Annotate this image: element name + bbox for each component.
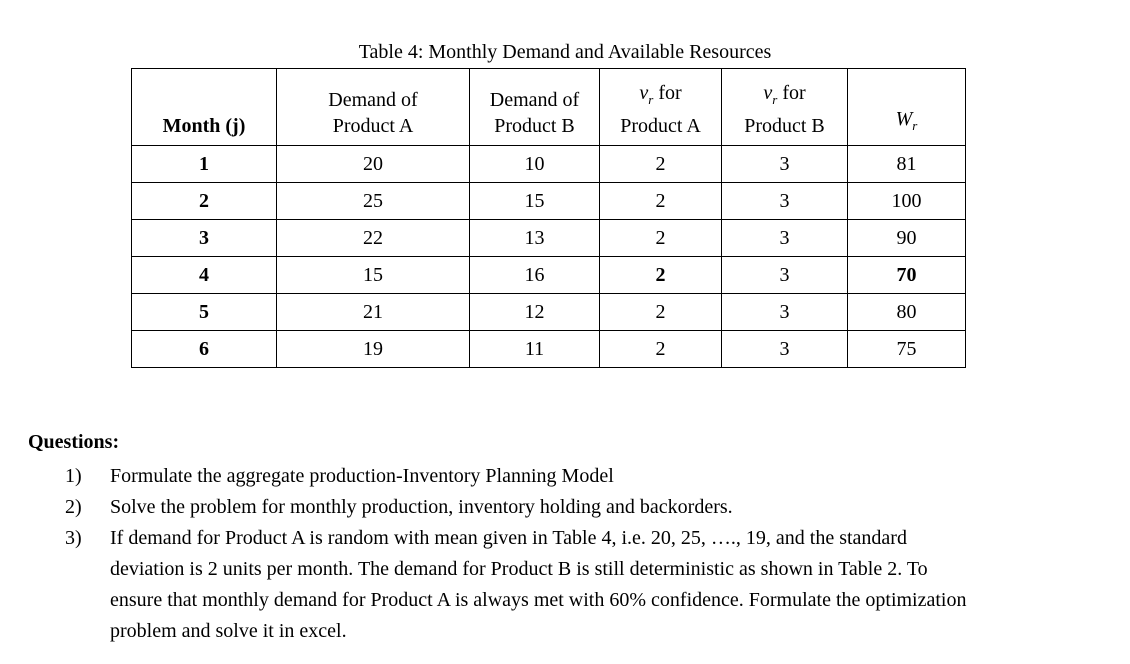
col-header-line: Product B	[744, 115, 825, 137]
col-header-text: for	[777, 82, 806, 104]
question-item-2: 2) Solve the problem for monthly product…	[28, 492, 966, 523]
table-cell-demand_b: 13	[469, 219, 600, 257]
table-cell-month: 5	[131, 293, 277, 331]
table-header-row: Month (j) Demand of Product A Demand of …	[131, 68, 966, 146]
question-number: 3)	[65, 527, 82, 549]
table-cell-wr: 81	[847, 145, 966, 183]
table-cell-demand_b: 15	[469, 182, 600, 220]
question-text: Formulate the aggregate production-Inven…	[110, 465, 614, 487]
table-cell-demand_a: 22	[276, 219, 470, 257]
col-header-line: vr for	[602, 80, 719, 113]
table-cell-vr_a: 2	[599, 293, 722, 331]
math-subscript: r	[648, 92, 654, 107]
table-row: 5 21 12 2 3 80	[131, 293, 966, 331]
question-item-3: 3) If demand for Product A is random wit…	[28, 523, 966, 647]
math-subscript: r	[772, 92, 778, 107]
question-text: Solve the problem for monthly production…	[110, 496, 733, 518]
question-number: 2)	[65, 496, 82, 518]
col-header-month: Month (j)	[131, 68, 277, 146]
math-subscript: r	[912, 118, 918, 133]
table-cell-vr_a: 2	[599, 256, 722, 294]
table-cell-month: 2	[131, 182, 277, 220]
table-cell-wr: 70	[847, 256, 966, 294]
table-cell-demand_a: 21	[276, 293, 470, 331]
col-header-line: vr for	[724, 80, 845, 113]
table-cell-vr_a: 2	[599, 330, 722, 368]
col-header-line: Demand of	[328, 89, 418, 111]
table-row: 6 19 11 2 3 75	[131, 330, 966, 368]
table-cell-vr_b: 3	[721, 256, 848, 294]
col-header-line: Product A	[332, 115, 414, 137]
col-header-demand-b: Demand of Product B	[469, 68, 600, 146]
col-header-line: Product B	[494, 115, 575, 137]
table-row: 3 22 13 2 3 90	[131, 219, 966, 257]
table-cell-vr_a: 2	[599, 182, 722, 220]
table-cell-demand_a: 19	[276, 330, 470, 368]
table-cell-demand_b: 12	[469, 293, 600, 331]
table-cell-demand_b: 10	[469, 145, 600, 183]
col-header-line: Product A	[620, 115, 701, 137]
table-cell-vr_a: 2	[599, 145, 722, 183]
table-cell-month: 1	[131, 145, 277, 183]
table-cell-wr: 100	[847, 182, 966, 220]
math-symbol: W	[895, 108, 913, 130]
col-header-month-label: Month (j)	[162, 115, 246, 137]
table-cell-demand_a: 15	[276, 256, 470, 294]
table-row: 2 25 15 2 3 100	[131, 182, 966, 220]
table-cell-month: 4	[131, 256, 277, 294]
table-cell-vr_b: 3	[721, 330, 848, 368]
table-cell-demand_b: 11	[469, 330, 600, 368]
table-cell-vr_b: 3	[721, 145, 848, 183]
table-cell-month: 3	[131, 219, 277, 257]
table-cell-wr: 80	[847, 293, 966, 331]
questions-heading: Questions:	[28, 431, 120, 453]
table-title: Table 4: Monthly Demand and Available Re…	[358, 41, 772, 63]
col-header-vr-a: vr for Product A	[599, 68, 722, 146]
table-cell-vr_b: 3	[721, 219, 848, 257]
col-header-vr-b: vr for Product B	[721, 68, 848, 146]
col-header-demand-a: Demand of Product A	[276, 68, 470, 146]
col-header-text: for	[653, 82, 682, 104]
col-header-wr: Wr	[847, 68, 966, 146]
table-cell-demand_b: 16	[469, 256, 600, 294]
math-symbol: v	[763, 82, 773, 104]
table-cell-vr_b: 3	[721, 182, 848, 220]
table-row: 4 15 16 2 3 70	[131, 256, 966, 294]
question-number: 1)	[65, 465, 82, 487]
table-cell-wr: 90	[847, 219, 966, 257]
table-cell-demand_a: 20	[276, 145, 470, 183]
col-header-line: Wr	[850, 106, 963, 139]
math-symbol: v	[639, 82, 649, 104]
table-cell-vr_a: 2	[599, 219, 722, 257]
question-text: If demand for Product A is random with m…	[110, 527, 967, 642]
demand-table: Month (j) Demand of Product A Demand of …	[131, 68, 966, 368]
question-item-1: 1) Formulate the aggregate production-In…	[28, 461, 966, 492]
table-cell-vr_b: 3	[721, 293, 848, 331]
table-cell-wr: 75	[847, 330, 966, 368]
table-cell-month: 6	[131, 330, 277, 368]
questions-section: Questions: 1) Formulate the aggregate pr…	[28, 429, 966, 647]
table-row: 1 20 10 2 3 81	[131, 145, 966, 183]
table-cell-demand_a: 25	[276, 182, 470, 220]
col-header-line: Demand of	[489, 89, 580, 111]
